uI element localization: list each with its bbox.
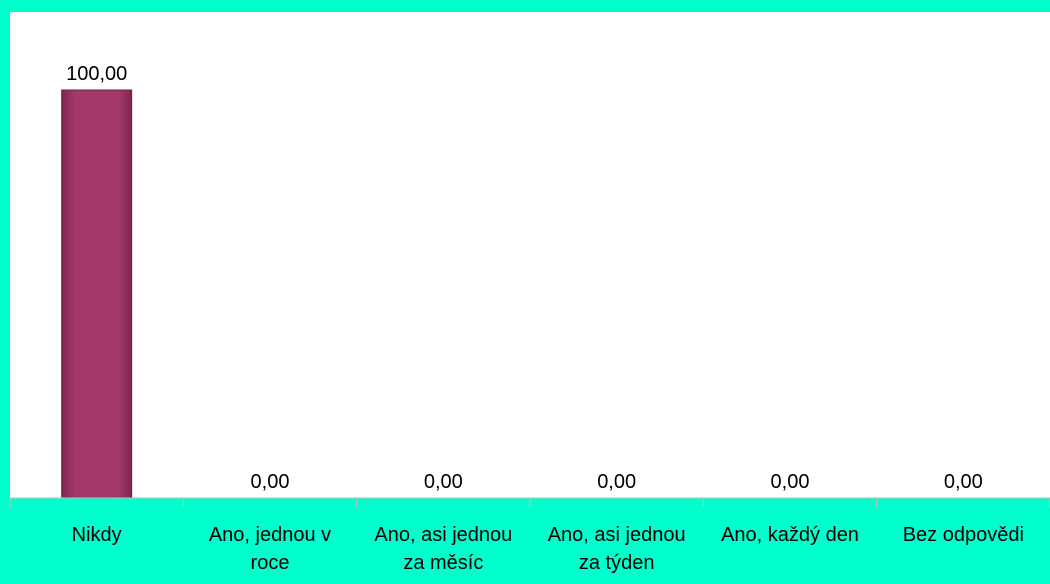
x-tick-label: Ano, každý den <box>721 524 859 546</box>
bar <box>61 89 133 499</box>
x-tick-label: Bez odpovědi <box>903 524 1024 546</box>
bars-layer <box>61 89 133 499</box>
plot-area <box>10 12 1050 498</box>
x-axis <box>9 497 1050 508</box>
x-tick-label: Ano, asi jednou za týden <box>548 524 686 574</box>
data-label: 100,00 <box>66 63 127 85</box>
data-label: 0,00 <box>944 471 983 493</box>
data-label: 0,00 <box>251 471 290 493</box>
data-label: 0,00 <box>597 471 636 493</box>
x-tick-label: Ano, asi jednou za měsíc <box>374 524 512 574</box>
x-tick-labels: Nikdy Ano, jednou v roce Ano, asi jednou za … <box>72 524 1024 574</box>
data-labels-layer: 100,00 0,00 0,00 0,00 0,00 0,00 <box>66 63 983 493</box>
data-label: 0,00 <box>424 471 463 493</box>
x-tick-label: Nikdy <box>72 524 122 546</box>
data-label: 0,00 <box>771 471 810 493</box>
x-tick-label: Ano, jednou v roce <box>209 524 331 574</box>
